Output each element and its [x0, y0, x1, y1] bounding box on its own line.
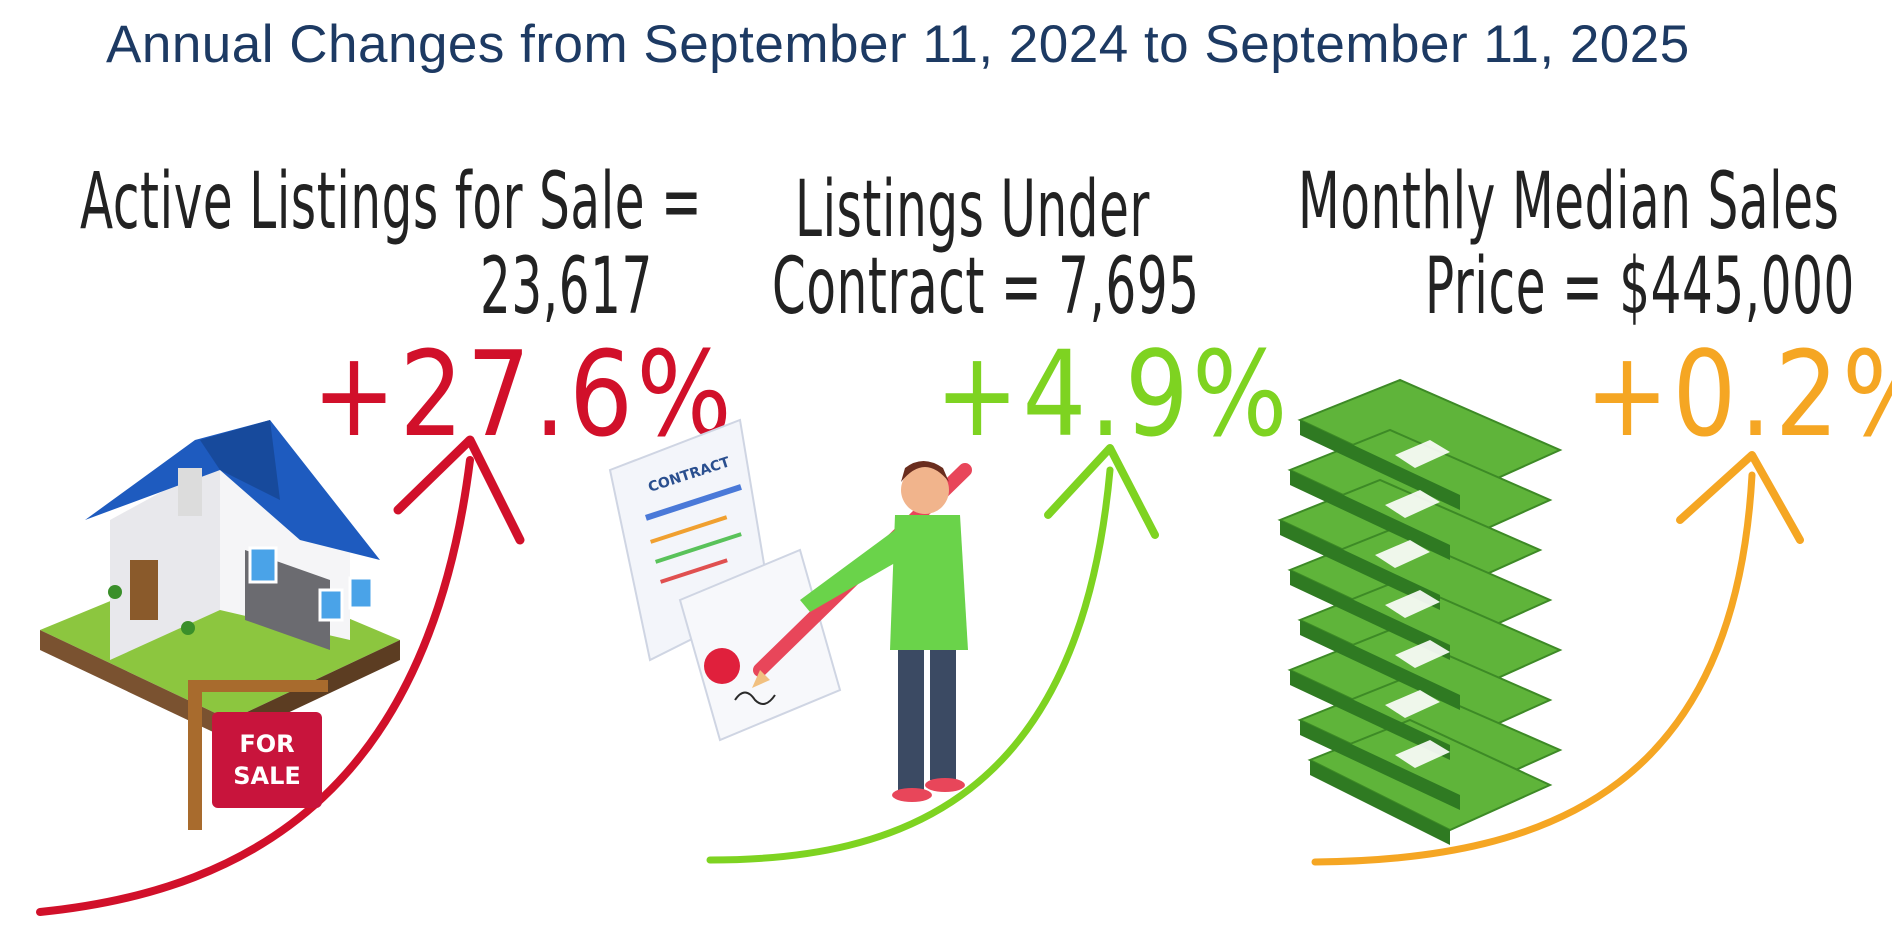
- active-listings-change: +27.6%: [312, 325, 736, 463]
- red-up-arrow-icon: [36, 435, 525, 916]
- under-contract-value: Contract = 7,695: [772, 242, 1200, 332]
- median-price-change: +0.2%: [1585, 325, 1892, 463]
- house-for-sale-icon: FOR SALE: [40, 420, 400, 830]
- under-contract-label: Listings Under: [795, 165, 1150, 255]
- sign-sale-text: SALE: [233, 762, 301, 790]
- median-price-label: Monthly Median Sales: [1298, 157, 1840, 247]
- active-listings-label: Active Listings for Sale =: [80, 157, 703, 247]
- orange-up-arrow-icon: [1311, 451, 1804, 866]
- contract-signing-icon: CONTRACT: [608, 418, 972, 802]
- under-contract-change: +4.9%: [935, 325, 1291, 463]
- money-stack-icon: [1277, 378, 1563, 845]
- green-up-arrow-icon: [706, 444, 1159, 864]
- median-price-value: Price = $445,000: [1425, 242, 1855, 332]
- sign-for-text: FOR: [239, 730, 294, 758]
- page-title: Annual Changes from September 11, 2024 t…: [106, 15, 1690, 74]
- active-listings-value: 23,617: [480, 242, 653, 332]
